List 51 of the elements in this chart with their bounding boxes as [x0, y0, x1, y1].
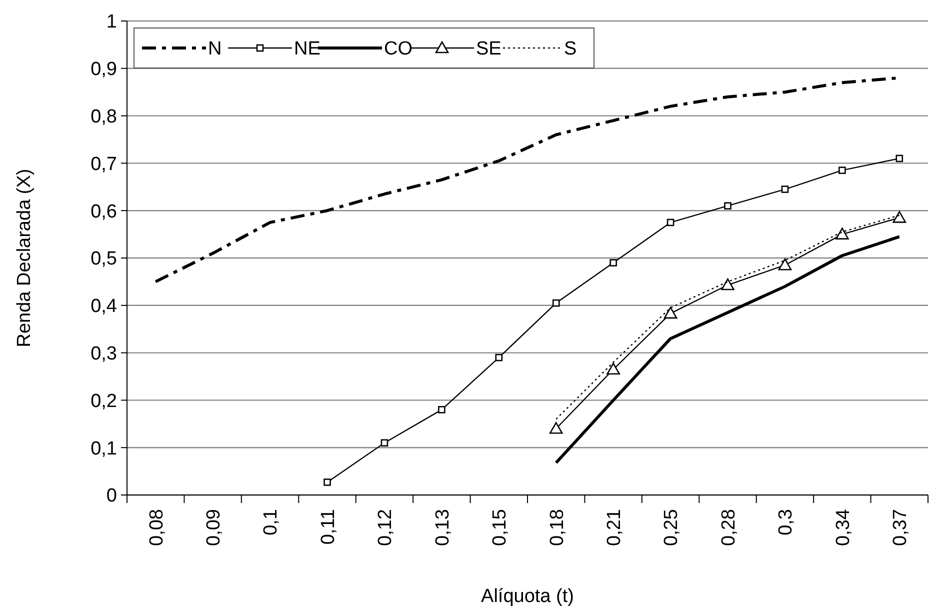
legend-label: S	[564, 38, 577, 60]
point	[778, 258, 792, 270]
x-tick-label: 0,08	[146, 509, 168, 546]
x-tick-label: 0,3	[776, 509, 797, 536]
legend-label: SE	[476, 38, 502, 60]
y-tick-label: 0,7	[90, 154, 117, 175]
legend-label: CO	[384, 38, 412, 60]
point	[438, 406, 446, 414]
point	[324, 478, 331, 486]
legend-label: NE	[294, 38, 320, 60]
point	[892, 211, 906, 223]
x-tick-label: 0,21	[604, 509, 625, 546]
y-tick-label: 0,3	[90, 343, 117, 364]
x-tick-label: 0,13	[432, 509, 454, 546]
y-tick-label: 0,4	[90, 296, 118, 318]
point	[549, 422, 563, 434]
y-tick-label: 0,6	[90, 201, 117, 222]
point	[606, 362, 620, 375]
y-tick-label: 0,8	[90, 106, 117, 128]
x-tick-label: 0,37	[890, 509, 912, 546]
y-tick-label: 1	[106, 12, 117, 33]
point	[380, 439, 388, 447]
x-tick-label: 0,12	[375, 509, 396, 546]
x-tick-label: 0,28	[718, 509, 740, 546]
x-tick-label: 0,15	[490, 509, 511, 546]
point	[664, 306, 678, 319]
x-tick-label: 0,18	[546, 509, 568, 546]
point	[836, 228, 849, 240]
line-series	[554, 235, 901, 464]
point	[721, 278, 734, 290]
point	[781, 186, 789, 193]
y-tick-label: 0,9	[90, 59, 117, 80]
point	[838, 166, 846, 174]
point	[896, 154, 904, 162]
x-axis-title: Alíquota (t)	[481, 586, 574, 607]
y-tick-label: 0,2	[90, 390, 117, 412]
x-tick-label: 0,09	[203, 509, 224, 546]
x-tick-label: 0,34	[832, 508, 854, 546]
x-tick-label: 0,11	[318, 509, 339, 545]
y-axis-title: Renda Declarada (X)	[14, 168, 35, 348]
y-tick-label: 0	[106, 486, 117, 507]
y-tick-label: 0,1	[90, 438, 117, 460]
legend-label: N	[208, 38, 222, 60]
point	[552, 299, 560, 307]
y-tick-label: 0,5	[90, 248, 117, 270]
point	[666, 218, 674, 226]
x-tick-label: 0,1	[260, 509, 282, 536]
point	[724, 202, 732, 210]
point	[495, 354, 503, 362]
x-tick-label: 0,25	[661, 509, 682, 546]
point	[610, 259, 617, 266]
